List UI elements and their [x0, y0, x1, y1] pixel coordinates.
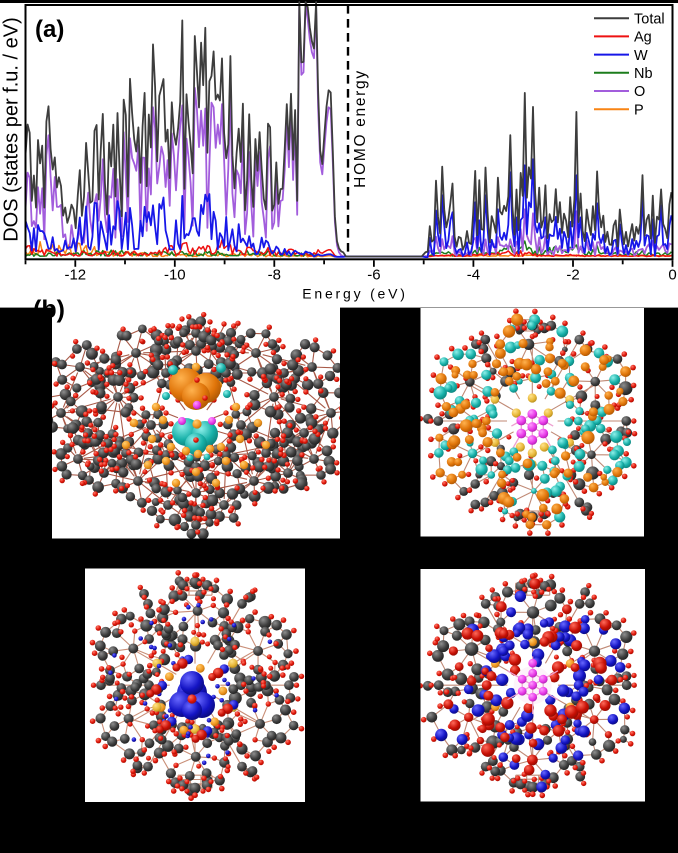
svg-text:(a): (a) [35, 16, 64, 43]
svg-text:DOS (states per f.u. / eV): DOS (states per f.u. / eV) [1, 17, 23, 242]
svg-text:-8: -8 [268, 267, 281, 284]
svg-text:Nb: Nb [634, 66, 653, 82]
svg-text:(b): (b) [33, 296, 65, 324]
svg-text:W: W [634, 48, 648, 64]
svg-text:O: O [634, 84, 645, 100]
svg-text:Ag: Ag [634, 30, 652, 46]
svg-text:-12: -12 [64, 267, 86, 284]
svg-text:-4: -4 [467, 267, 480, 284]
svg-text:-2: -2 [566, 267, 579, 284]
svg-text:-10: -10 [164, 267, 186, 284]
svg-text:-6: -6 [367, 267, 380, 284]
svg-text:0: 0 [668, 267, 676, 284]
svg-text:Total: Total [634, 11, 665, 27]
svg-text:HOMO energy: HOMO energy [352, 69, 369, 188]
svg-text:P: P [634, 102, 644, 118]
svg-text:Energy (eV): Energy (eV) [302, 286, 408, 302]
